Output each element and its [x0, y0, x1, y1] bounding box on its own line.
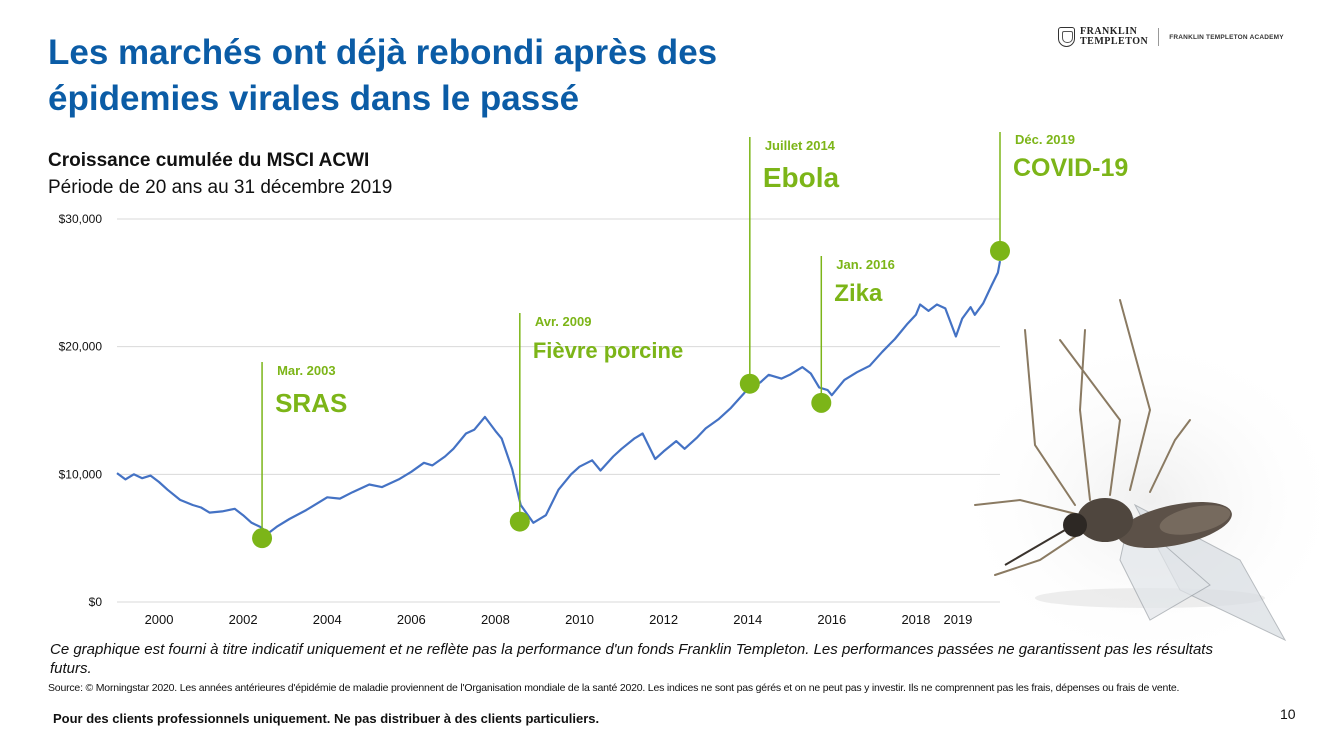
page-number: 10 [1280, 706, 1296, 722]
slide-title-line2: épidemies virales dans le passé [48, 79, 580, 118]
footer-notice: Pour des clients professionnels uniqueme… [53, 711, 600, 726]
slide-title: Les marchés ont déjà rebondi après des é… [48, 30, 948, 122]
x-tick-label: 2010 [565, 612, 594, 627]
x-tick-label: 2018 [901, 612, 930, 627]
x-tick-label: 2016 [817, 612, 846, 627]
y-tick-label: $0 [89, 595, 103, 609]
mosquito-illustration [950, 299, 1320, 670]
annotation-marker [252, 528, 273, 549]
chart-title: Croissance cumulée du MSCI ACWI [48, 150, 370, 171]
annotation-label: Zika [834, 280, 883, 307]
annotation-date: Juillet 2014 [765, 138, 836, 153]
logo-divider [1158, 28, 1160, 46]
x-tick-label: 2000 [145, 612, 174, 627]
annotation-marker [739, 373, 760, 394]
y-tick-label: $30,000 [59, 212, 103, 226]
franklin-templeton-logo: FRANKLIN TEMPLETON FRANKLIN TEMPLETON AC… [1058, 24, 1284, 50]
x-tick-label: 2006 [397, 612, 426, 627]
y-tick-label: $20,000 [59, 340, 103, 354]
annotation-date: Jan. 2016 [836, 257, 895, 272]
x-tick-label: 2002 [229, 612, 258, 627]
msci-acwi-line [116, 260, 1002, 535]
logo-wordmark: FRANKLIN TEMPLETON [1080, 26, 1149, 47]
logo-academy-text: FRANKLIN TEMPLETON ACADEMY [1169, 33, 1284, 41]
x-tick-label: 2008 [481, 612, 510, 627]
x-tick-label: 2004 [313, 612, 342, 627]
x-tick-label: 2012 [649, 612, 678, 627]
annotation-label: Fièvre porcine [533, 338, 683, 363]
source-note: Source: © Morningstar 2020. Les années a… [48, 682, 1180, 694]
annotation-date: Déc. 2019 [1015, 132, 1075, 147]
shield-emblem-icon [1058, 27, 1075, 47]
x-tick-label: 2014 [733, 612, 762, 627]
annotation-marker [990, 240, 1010, 261]
annotation-label: Ebola [763, 162, 840, 193]
annotation-date: Mar. 2003 [277, 363, 336, 378]
annotation-marker [509, 511, 530, 532]
annotation-label: COVID-19 [1013, 154, 1128, 182]
annotation-date: Avr. 2009 [535, 314, 592, 329]
x-tick-label: 2019 [943, 612, 972, 627]
annotation-label: SRAS [275, 388, 347, 418]
y-tick-label: $10,000 [59, 467, 103, 481]
annotation-marker [811, 392, 832, 413]
disclaimer-text: Ce graphique est fourni à titre indicati… [50, 641, 1213, 677]
chart-subtitle: Période de 20 ans au 31 décembre 2019 [48, 177, 393, 198]
slide-title-line1: Les marchés ont déjà rebondi après des [48, 33, 718, 72]
